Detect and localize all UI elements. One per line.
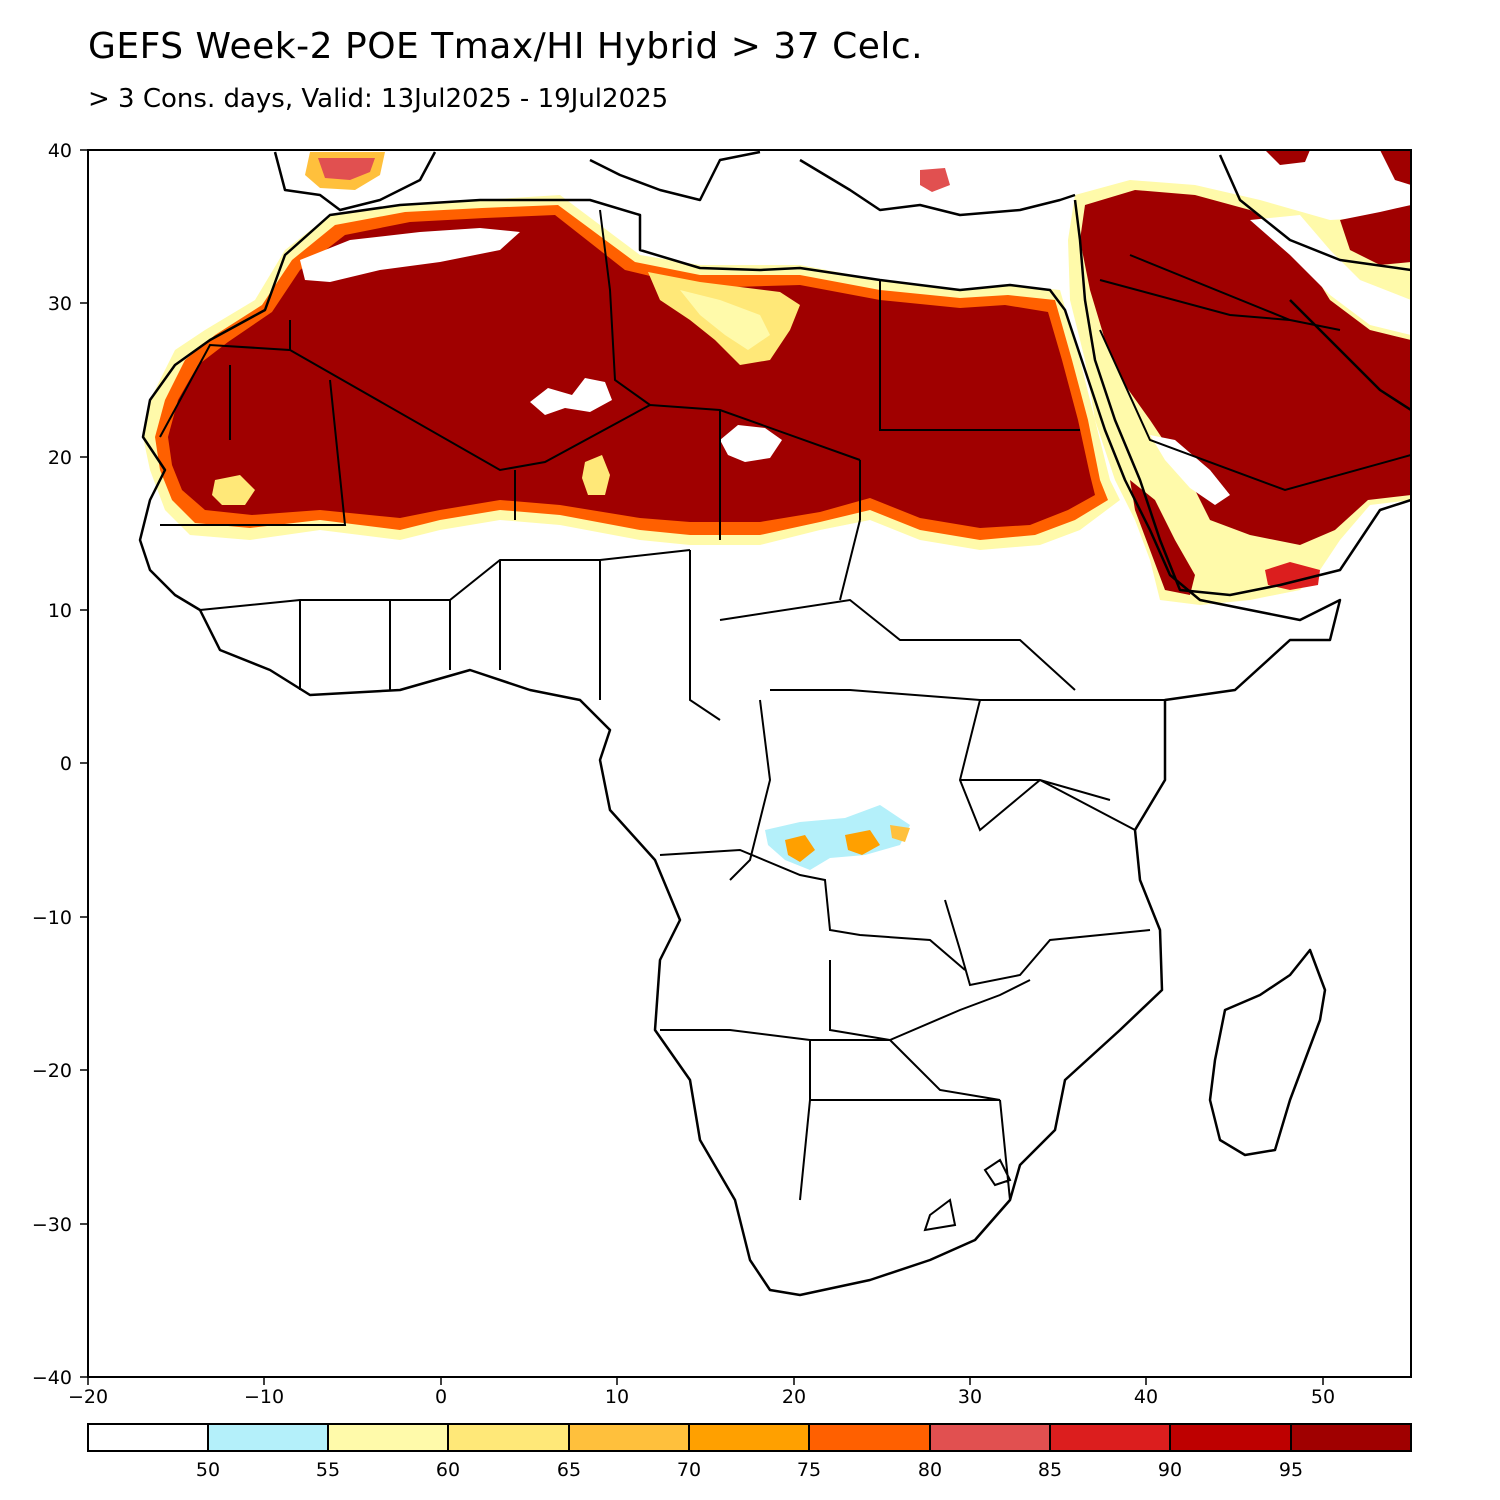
colorbar-label: 70 (677, 1459, 701, 1481)
iran-coastline (1218, 154, 1411, 272)
colorbar-swatch (327, 1423, 449, 1452)
colorbar-swatch (207, 1423, 329, 1452)
colorbar-label: 50 (196, 1459, 220, 1481)
congo-patch-core (785, 835, 815, 862)
colorbar-swatch (1290, 1423, 1412, 1452)
colorbar-swatch (447, 1423, 570, 1452)
chart-title: GEFS Week-2 POE Tmax/HI Hybrid > 37 Celc… (88, 26, 924, 67)
greece-patch (920, 168, 950, 192)
chad-pocket (582, 455, 610, 495)
tibesti-pocket (720, 425, 782, 462)
red-sea-coast-core (1130, 480, 1195, 595)
algeria-coast-band (300, 228, 520, 282)
turkey-hot-patch (1265, 150, 1310, 165)
y-tick-label: −30 (32, 1214, 72, 1236)
colorbar-label: 60 (436, 1459, 460, 1481)
sahara-core (168, 215, 1095, 528)
colorbar-swatch (1169, 1423, 1292, 1452)
x-tick-label: 10 (605, 1386, 629, 1408)
arabia-core (1080, 190, 1411, 545)
congo-patch-core-3 (890, 825, 910, 842)
caspian-hot-patch (1380, 150, 1411, 185)
colorbar-swatch (87, 1423, 209, 1452)
y-tick-label: 10 (48, 600, 72, 622)
arabia-coastline (1073, 199, 1411, 597)
colorbar-label: 85 (1038, 1459, 1062, 1481)
x-tick-label: −20 (68, 1386, 108, 1408)
colorbar-swatch (808, 1423, 931, 1452)
libya-cool-core (680, 290, 770, 350)
border-lines (159, 209, 1411, 1232)
congo-patch-band (765, 805, 910, 870)
colorbar-label: 55 (316, 1459, 340, 1481)
arabian-gulf-coastline (1289, 299, 1411, 412)
congo-patch-core-2 (845, 830, 880, 855)
colorbar-label: 75 (797, 1459, 821, 1481)
x-tick-labels: −20 −10 0 10 20 30 40 50 (68, 1386, 1335, 1408)
spain-patch-core (318, 158, 375, 180)
y-tick-label: −20 (32, 1060, 72, 1082)
madagascar-coastline (1208, 948, 1327, 1157)
iran-cool-band (1250, 215, 1411, 335)
colorbar-swatch (929, 1423, 1051, 1452)
x-tick-label: 30 (958, 1386, 982, 1408)
x-tick-label: −10 (244, 1386, 284, 1408)
colorbar-label: 95 (1279, 1459, 1303, 1481)
hoggar-pocket (530, 378, 612, 415)
y-tick-label: −10 (32, 907, 72, 929)
colorbar-label: 90 (1158, 1459, 1182, 1481)
africa-coastline (138, 198, 1342, 1297)
colorbar: 50 55 60 65 70 75 80 85 90 95 (87, 1423, 1412, 1481)
x-tick-label: 20 (782, 1386, 806, 1408)
x-tick-label: 40 (1134, 1386, 1158, 1408)
colorbar-swatch (688, 1423, 810, 1452)
country-borders (159, 209, 1411, 1232)
chart-subtitle: > 3 Cons. days, Valid: 13Jul2025 - 19Jul… (88, 84, 669, 114)
x-tick-label: 0 (435, 1386, 447, 1408)
yemen-coast-patch (1265, 562, 1320, 590)
y-tick-label: 30 (48, 293, 72, 315)
europe-coastline (273, 150, 1076, 217)
colorbar-label: 65 (557, 1459, 581, 1481)
y-tick-label: 40 (48, 140, 72, 162)
y-tick-labels: 40 30 20 10 0 −10 −20 −30 −40 (32, 140, 72, 1389)
coastlines (138, 150, 1411, 1297)
mauritania-pocket (212, 475, 255, 505)
tick-marks (80, 149, 1324, 1385)
colorbar-swatch (568, 1423, 690, 1452)
rub-al-khali-pocket (1150, 435, 1230, 505)
colorbar-label: 80 (918, 1459, 942, 1481)
y-tick-label: 20 (48, 447, 72, 469)
colorbar-swatch (1049, 1423, 1171, 1452)
y-tick-label: 0 (60, 753, 72, 775)
y-tick-label: −40 (32, 1367, 72, 1389)
x-tick-label: 50 (1311, 1386, 1335, 1408)
probability-shading (143, 150, 1411, 870)
iran-hot-patch (1340, 205, 1411, 265)
